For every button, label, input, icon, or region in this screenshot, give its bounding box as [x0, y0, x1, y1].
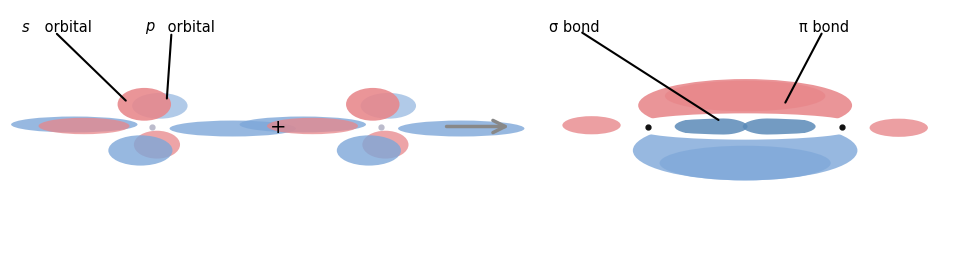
- Ellipse shape: [240, 117, 366, 133]
- Text: orbital: orbital: [40, 20, 93, 35]
- Text: $p$: $p$: [145, 20, 156, 36]
- Text: π bond: π bond: [799, 20, 848, 35]
- Ellipse shape: [133, 93, 187, 119]
- Ellipse shape: [633, 121, 857, 181]
- Ellipse shape: [134, 131, 180, 159]
- Ellipse shape: [398, 121, 525, 137]
- Ellipse shape: [363, 131, 409, 159]
- Ellipse shape: [118, 89, 171, 121]
- Ellipse shape: [11, 117, 137, 133]
- Text: +: +: [270, 118, 287, 136]
- Ellipse shape: [743, 118, 816, 136]
- Ellipse shape: [267, 118, 358, 135]
- Text: orbital: orbital: [163, 20, 214, 35]
- Ellipse shape: [563, 117, 621, 135]
- Ellipse shape: [639, 80, 852, 132]
- Ellipse shape: [636, 116, 854, 138]
- Text: $s$: $s$: [20, 20, 30, 35]
- Ellipse shape: [336, 136, 401, 166]
- Ellipse shape: [870, 119, 928, 137]
- Ellipse shape: [346, 89, 400, 121]
- Ellipse shape: [665, 81, 826, 112]
- Text: σ bond: σ bond: [549, 20, 600, 35]
- Ellipse shape: [108, 136, 173, 166]
- Ellipse shape: [170, 121, 296, 137]
- Ellipse shape: [361, 93, 416, 119]
- Ellipse shape: [675, 118, 748, 136]
- Ellipse shape: [39, 118, 130, 135]
- Ellipse shape: [659, 146, 831, 181]
